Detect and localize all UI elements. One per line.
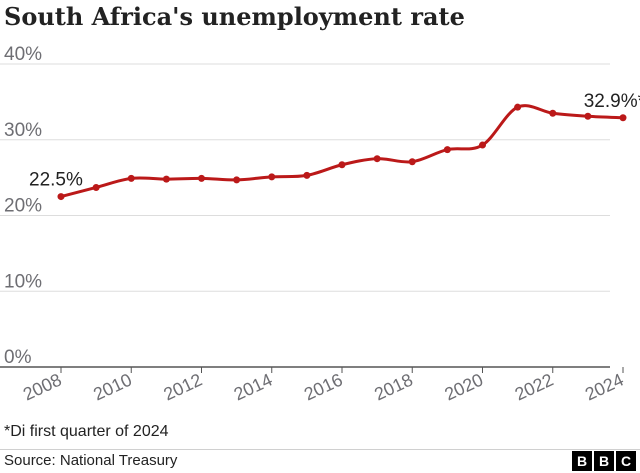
y-tick-label: 10% bbox=[4, 271, 42, 292]
data-point bbox=[584, 112, 592, 120]
data-label: 32.9%* bbox=[584, 91, 640, 112]
y-tick-label: 40% bbox=[4, 44, 42, 65]
x-tick-label: 2022 bbox=[512, 369, 557, 404]
data-point bbox=[268, 173, 276, 181]
data-point bbox=[127, 174, 135, 182]
y-tick-label: 20% bbox=[4, 196, 42, 217]
x-axis-tick-labels: 2008 2010 2012 2014 2016 2018 2020 2022 2024 bbox=[20, 367, 627, 405]
data-point bbox=[198, 174, 205, 182]
data-point bbox=[162, 175, 170, 183]
chart-title: South Africa's unemployment rate bbox=[4, 2, 465, 31]
data-point bbox=[619, 114, 627, 122]
source-note: Source: National Treasury bbox=[4, 452, 178, 469]
data-point bbox=[549, 109, 557, 117]
data-label: 22.5% bbox=[29, 170, 83, 191]
data-point bbox=[408, 158, 416, 166]
x-tick-label: 2024 bbox=[582, 369, 627, 404]
y-axis-tick-labels: 0% 10% 20% 30% 40% bbox=[4, 44, 42, 368]
data-point bbox=[443, 146, 451, 154]
data-point bbox=[373, 155, 381, 163]
footnote: *Di first quarter of 2024 bbox=[4, 423, 169, 440]
x-tick-label: 2010 bbox=[90, 369, 135, 404]
x-tick-label: 2018 bbox=[371, 369, 416, 404]
data-point bbox=[479, 141, 486, 149]
x-tick-label: 2020 bbox=[441, 369, 486, 404]
data-point bbox=[303, 171, 311, 179]
bbc-logo: B B C bbox=[572, 451, 636, 471]
logo-letter: B bbox=[572, 451, 592, 471]
data-point bbox=[57, 193, 65, 201]
logo-letter: B bbox=[594, 451, 614, 471]
data-point bbox=[338, 161, 346, 169]
annotations: 22.5% 32.9%* bbox=[29, 91, 640, 191]
y-tick-label: 30% bbox=[4, 120, 42, 141]
x-tick-label: 2016 bbox=[301, 369, 346, 404]
data-points bbox=[57, 103, 627, 201]
y-tick-label: 0% bbox=[4, 347, 32, 368]
x-tick-label: 2008 bbox=[20, 369, 65, 404]
footer-divider bbox=[0, 449, 640, 450]
data-point bbox=[233, 176, 241, 184]
line-chart: 0%10%20%30%40% 2008 2010 2012 2014 2016 2018 2… bbox=[0, 44, 640, 405]
x-tick-label: 2012 bbox=[160, 369, 205, 404]
x-tick-label: 2014 bbox=[231, 369, 276, 404]
gridlines bbox=[0, 63, 610, 368]
data-point bbox=[92, 183, 100, 191]
data-point bbox=[514, 103, 522, 111]
logo-letter: C bbox=[616, 451, 636, 471]
series-line bbox=[59, 104, 625, 199]
